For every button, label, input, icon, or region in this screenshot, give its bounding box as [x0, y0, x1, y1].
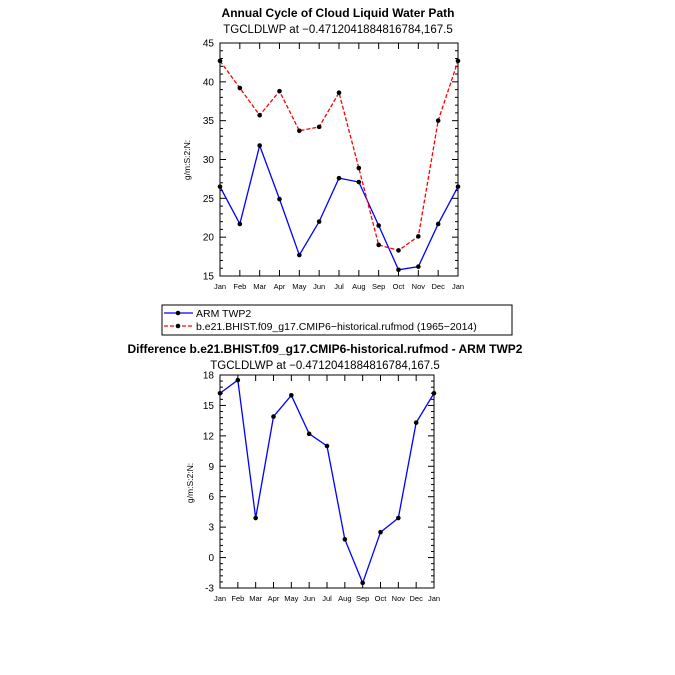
data-point — [253, 515, 258, 521]
data-point — [217, 184, 223, 189]
data-point — [431, 390, 437, 396]
y-tick-label: 9 — [208, 462, 214, 473]
x-tick-label: Jul — [322, 594, 332, 603]
bottom-chart: Difference b.e21.BHIST.f09_g17.CMIP6-his… — [128, 342, 523, 603]
data-point — [316, 219, 322, 224]
y-tick-label: 0 — [208, 553, 214, 564]
top-chart-ylabel: g/m:S:2:N: — [182, 140, 192, 180]
series-line-0 — [219, 378, 435, 585]
data-point — [396, 248, 401, 253]
y-tick-label: 45 — [203, 39, 215, 50]
x-tick-label: Nov — [412, 282, 426, 291]
y-tick-label: 30 — [203, 155, 215, 166]
x-tick-label: Jan — [214, 282, 226, 291]
data-point — [435, 221, 441, 227]
x-tick-label: Mar — [253, 282, 266, 291]
legend-marker-arm — [175, 310, 181, 316]
series-line-1 — [219, 60, 459, 252]
legend-label-arm: ARM TWP2 — [196, 308, 251, 320]
data-point — [237, 85, 243, 91]
data-point — [376, 223, 381, 228]
x-tick-label: Feb — [233, 282, 246, 291]
top-chart-subtitle: TGCLDLWP at −0.4712041884816784,167.5 — [223, 24, 452, 36]
y-tick-label: 35 — [203, 116, 215, 127]
data-point — [455, 58, 461, 64]
x-tick-label: Aug — [338, 594, 351, 603]
plot-frame — [219, 374, 435, 589]
data-point — [306, 431, 312, 437]
y-tick-label: 40 — [203, 77, 215, 88]
data-point — [376, 242, 381, 248]
series-line-0 — [219, 143, 459, 271]
x-tick-label: Jan — [214, 594, 226, 603]
data-point — [336, 90, 342, 96]
legend-marker-model — [175, 323, 181, 329]
data-point — [237, 221, 243, 227]
top-chart: Annual Cycle of Cloud Liquid Water Path … — [182, 6, 464, 291]
x-tick-label: Dec — [409, 594, 423, 603]
data-point — [413, 420, 419, 425]
x-tick-label: Feb — [231, 594, 244, 603]
x-tick-label: Apr — [268, 594, 280, 603]
x-tick-label: Jun — [313, 282, 325, 291]
data-point — [324, 443, 330, 449]
x-tick-label: Nov — [392, 594, 406, 603]
data-point — [378, 529, 383, 535]
x-tick-label: May — [284, 594, 298, 603]
data-point — [235, 377, 241, 383]
legend-box — [161, 304, 513, 336]
data-point — [271, 414, 276, 419]
x-tick-label: Jun — [303, 594, 315, 603]
top-chart-title: Annual Cycle of Cloud Liquid Water Path — [222, 6, 455, 20]
data-point — [257, 112, 262, 118]
data-point — [356, 165, 362, 171]
data-point — [316, 124, 322, 130]
data-point — [416, 264, 421, 269]
x-tick-label: Mar — [249, 594, 262, 603]
data-point — [297, 128, 302, 134]
x-tick-label: Jan — [428, 594, 440, 603]
data-point — [360, 580, 365, 586]
x-tick-label: Sep — [372, 282, 385, 291]
data-point — [396, 515, 401, 521]
data-point — [277, 88, 282, 94]
x-tick-label: Oct — [393, 282, 406, 291]
x-tick-label: Dec — [431, 282, 445, 291]
data-point — [217, 390, 223, 396]
data-point — [289, 392, 294, 398]
y-tick-label: 6 — [208, 492, 214, 503]
data-point — [435, 118, 441, 123]
data-point — [336, 175, 342, 181]
y-tick-label: 15 — [203, 401, 215, 412]
y-tick-label: 25 — [203, 194, 215, 205]
data-point — [342, 537, 348, 542]
x-tick-label: Jan — [452, 282, 464, 291]
y-tick-label: 20 — [203, 233, 215, 244]
bottom-chart-title: Difference b.e21.BHIST.f09_g17.CMIP6-his… — [128, 342, 523, 356]
x-tick-label: May — [292, 282, 306, 291]
data-point — [416, 234, 421, 239]
y-tick-label: -3 — [205, 584, 214, 595]
data-point — [396, 267, 401, 273]
y-tick-label: 3 — [208, 523, 214, 534]
y-tick-label: 18 — [203, 371, 215, 382]
data-point — [217, 58, 223, 64]
bottom-chart-ylabel: g/m:S:2:N: — [185, 463, 195, 503]
bottom-chart-subtitle: TGCLDLWP at −0.4712041884816784,167.5 — [210, 360, 439, 372]
data-point — [297, 252, 302, 258]
x-tick-label: Sep — [356, 594, 369, 603]
x-tick-label: Jul — [334, 282, 344, 291]
data-point — [257, 143, 262, 148]
data-point — [356, 179, 362, 185]
legend: ARM TWP2 b.e21.BHIST.f09_g17.CMIP6−histo… — [161, 304, 513, 336]
x-tick-label: Apr — [274, 282, 286, 291]
y-tick-label: 12 — [203, 431, 215, 442]
x-tick-label: Aug — [352, 282, 365, 291]
data-point — [277, 196, 282, 202]
data-point — [455, 184, 461, 189]
x-tick-label: Oct — [375, 594, 388, 603]
y-tick-label: 15 — [203, 272, 215, 283]
legend-label-model: b.e21.BHIST.f09_g17.CMIP6−historical.ruf… — [196, 321, 477, 333]
